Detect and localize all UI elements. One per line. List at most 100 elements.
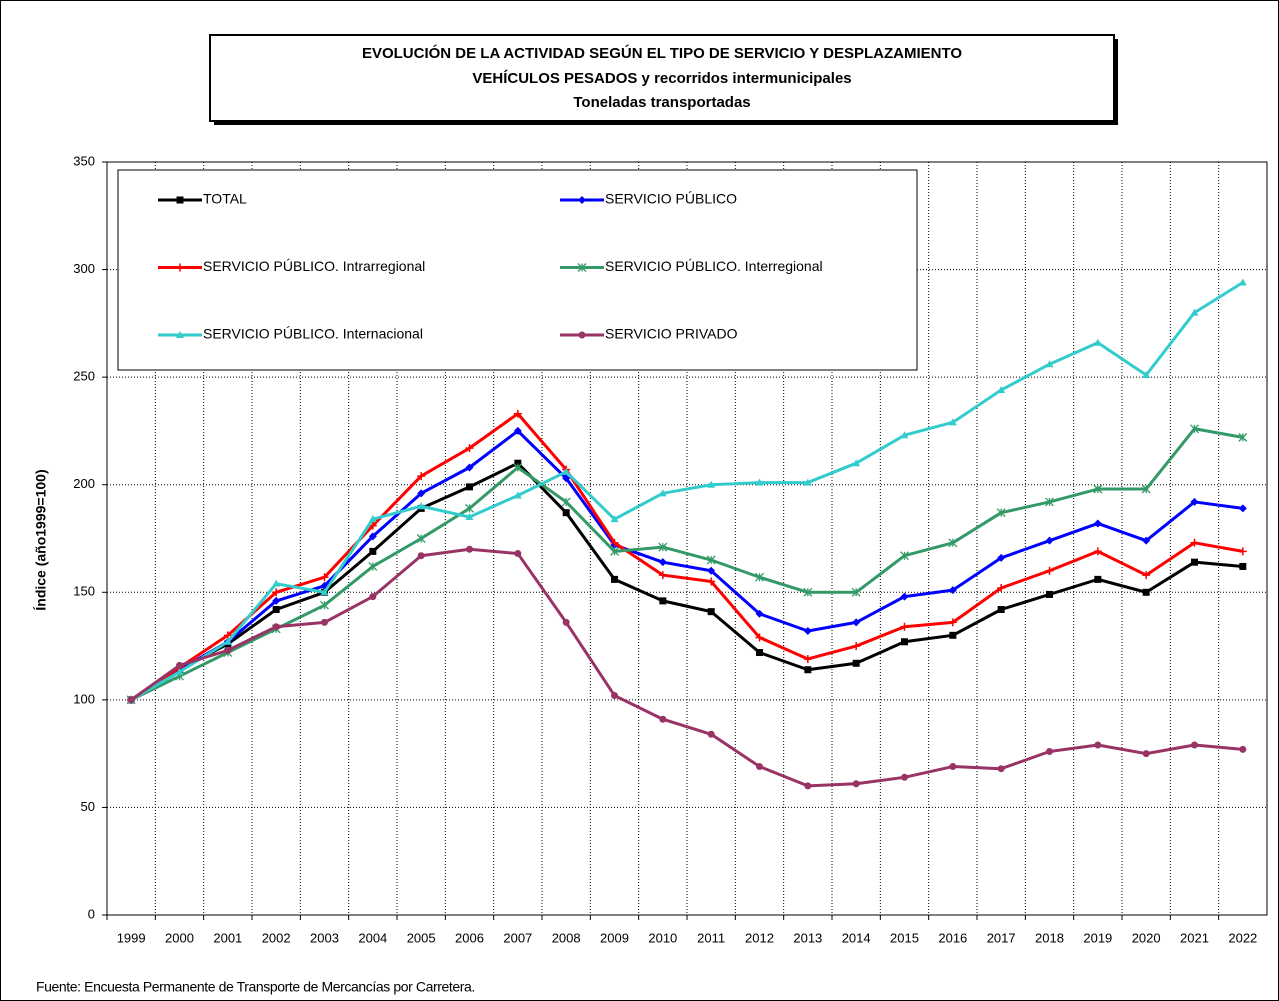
marker (755, 609, 764, 618)
marker (901, 773, 908, 781)
marker (659, 597, 667, 605)
x-tick-label: 1999 (117, 930, 146, 945)
marker (900, 622, 909, 631)
title: EVOLUCIÓN DE LA ACTIVIDAD SEGÚN EL TIPO … (362, 44, 962, 62)
x-tick-label: 2018 (1035, 930, 1064, 945)
marker (465, 444, 474, 453)
marker (1142, 588, 1150, 596)
marker (223, 637, 232, 645)
x-tick-label: 2016 (938, 930, 967, 945)
marker (1190, 497, 1199, 506)
marker (1093, 338, 1102, 346)
x-tick-label: 2019 (1083, 930, 1112, 945)
marker (321, 618, 328, 626)
marker (176, 661, 183, 669)
marker (272, 623, 280, 631)
series-line (130, 429, 1244, 702)
marker (803, 587, 813, 597)
series-line (130, 547, 1243, 788)
title: VEHÍCULOS PESADOS y recorridos intermuni… (472, 70, 851, 87)
y-tick-label: 300 (73, 261, 95, 276)
marker (707, 577, 716, 586)
marker (513, 409, 522, 418)
marker (1239, 562, 1247, 570)
marker (369, 547, 377, 555)
y-tick-label: 200 (73, 476, 95, 491)
marker (1191, 741, 1198, 749)
x-tick-label: 2008 (552, 930, 581, 945)
marker (611, 575, 618, 583)
marker (1190, 308, 1199, 316)
marker (562, 474, 571, 483)
marker (658, 558, 667, 567)
marker (514, 459, 522, 467)
x-tick-label: 2020 (1132, 930, 1161, 945)
x-tick-label: 2004 (358, 930, 387, 945)
marker (368, 515, 377, 523)
marker (417, 489, 426, 498)
marker (658, 571, 667, 580)
marker (900, 551, 909, 561)
marker (948, 618, 957, 627)
marker (320, 588, 329, 596)
marker (224, 646, 232, 654)
marker (706, 555, 716, 565)
x-tick-label: 2014 (842, 930, 871, 945)
y-tick-label: 100 (73, 691, 95, 706)
marker (1046, 590, 1053, 598)
legend-label: SERVICIO PÚBLICO. Interregional (605, 258, 823, 274)
y-tick-label: 50 (81, 799, 95, 814)
marker (707, 608, 715, 616)
source: Fuente: Encuesta Permanente de Transport… (36, 979, 475, 995)
x-tick-label: 2005 (407, 930, 436, 945)
legend-label: SERVICIO PRIVADO (605, 326, 738, 342)
marker (513, 491, 522, 499)
marker (851, 587, 861, 597)
marker (417, 472, 426, 481)
marker (948, 586, 957, 595)
marker (1094, 575, 1102, 583)
marker (176, 263, 184, 272)
marker (1142, 750, 1150, 758)
legend-label: SERVICIO PÚBLICO. Internacional (203, 326, 423, 342)
marker (1045, 360, 1054, 368)
marker (465, 503, 474, 513)
marker (997, 765, 1005, 773)
marker (610, 538, 619, 547)
marker (417, 502, 426, 510)
marker (611, 692, 618, 700)
marker (900, 431, 909, 439)
marker (755, 572, 764, 582)
marker (852, 618, 861, 627)
x-tick-label: 2009 (600, 930, 629, 945)
x-tick-label: 2022 (1228, 930, 1257, 945)
x-tick-label: 2012 (745, 930, 774, 945)
marker (577, 263, 587, 272)
marker (1238, 547, 1247, 556)
marker (948, 418, 957, 426)
marker (997, 553, 1006, 562)
marker (272, 588, 281, 597)
marker (852, 642, 861, 651)
x-tick-label: 2007 (503, 930, 532, 945)
y-tick-label: 350 (73, 153, 95, 168)
marker (369, 593, 377, 601)
marker (417, 552, 425, 560)
marker (466, 545, 473, 553)
x-tick-label: 2003 (310, 930, 339, 945)
marker (1238, 432, 1248, 442)
marker (176, 331, 184, 338)
marker (1142, 536, 1151, 545)
marker (852, 780, 860, 788)
marker (465, 463, 474, 472)
series-line (130, 427, 1244, 702)
marker (803, 478, 812, 486)
marker (852, 659, 860, 667)
marker (513, 426, 522, 435)
marker (1142, 370, 1151, 378)
marker (756, 763, 763, 771)
x-tick-label: 2015 (890, 930, 919, 945)
marker (852, 459, 861, 467)
y-tick-label: 150 (73, 584, 95, 599)
